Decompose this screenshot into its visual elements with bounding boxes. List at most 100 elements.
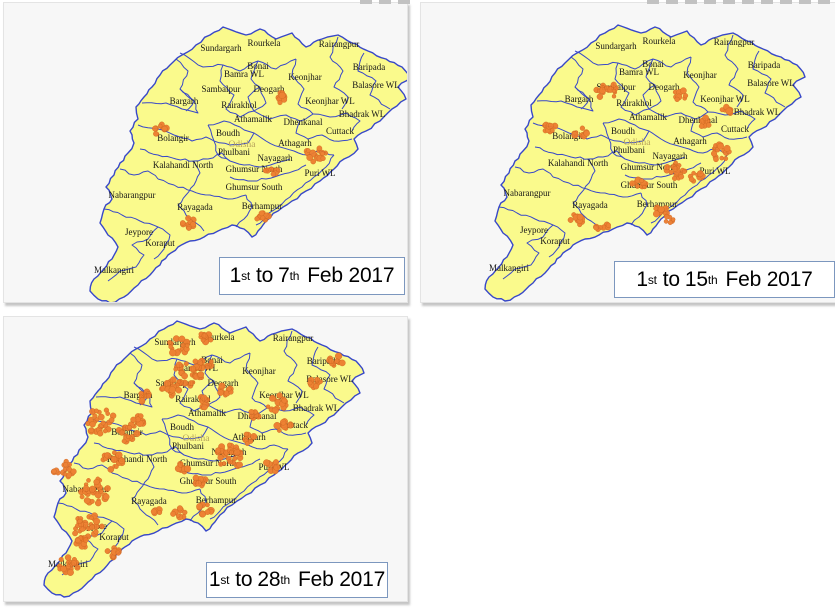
fire-point [576,213,584,221]
fire-point [108,417,115,423]
district-boundary [602,118,650,144]
fire-point [82,485,90,492]
fire-point [66,568,74,576]
fire-point [190,221,197,228]
district-label: Boudh [216,128,241,138]
district-boundary [235,194,253,228]
fire-cluster [248,409,262,421]
fire-cluster [593,81,619,100]
district-label: Boudh [170,422,195,432]
district-label: Kalahandi North [153,160,214,170]
fire-point [204,509,211,515]
fire-point [169,349,177,357]
district-label: Bolangir [157,133,189,143]
district-label: Bamra WL [619,67,659,77]
fire-point [723,144,731,152]
map-panel-week1[interactable]: Sundargarh Rourkela Rairangpur Bonai Bamra W… [3,2,408,303]
fire-cluster [629,176,649,190]
district-label: Nayagarh [653,151,688,161]
district-boundary [73,462,113,474]
fire-point [89,524,96,531]
fire-point [107,466,115,473]
district-label: Kalahandi North [548,158,609,168]
district-label: Puri WL [699,166,730,176]
district-boundary [57,502,125,554]
fire-point [248,409,255,415]
district-label: Nabarangpur [504,188,551,198]
fire-point [691,170,696,176]
district-label: Nabarangpur [109,190,156,200]
fire-point [611,94,617,99]
fire-cluster [73,534,89,550]
fire-point [172,335,180,342]
district-boundary [357,52,391,110]
fire-point [215,447,222,454]
fire-cluster [196,357,215,372]
district-label: Jeypore [125,227,153,237]
fire-point [278,91,286,99]
district-label: Bhadrak WL [293,403,340,413]
map-panel-fortnight[interactable]: Sundargarh Rourkela Rairangpur Bonai Bamra W… [420,2,835,303]
district-label: Rayagada [572,200,607,210]
fire-point [702,114,709,122]
fire-cluster [174,460,192,475]
fire-point [130,416,137,423]
district-label: Ghumsur North [621,162,678,172]
district-boundary [707,110,756,130]
fire-point [70,468,77,475]
fire-point [70,560,77,567]
fire-point [205,502,210,508]
fire-point [105,411,110,416]
fire-point [672,165,679,172]
fire-point [307,380,313,386]
fire-point [262,167,269,174]
fire-point [316,145,323,152]
fire-point [110,456,118,464]
fire-point [65,563,71,570]
district-boundary [630,192,648,226]
fire-cluster [326,352,346,368]
fire-point [723,156,729,162]
fire-point [232,455,238,461]
fire-cluster [711,141,732,163]
district-label: Baripada [353,62,385,72]
fire-point [89,420,96,428]
fire-point [102,428,108,434]
caption-day-to: 7 [278,264,290,287]
district-label: Keonjhar [288,72,322,82]
district-boundary [103,208,171,260]
district-boundary [329,36,349,110]
fire-point [179,220,186,226]
fire-point [176,505,183,512]
fire-point [63,462,69,468]
fire-point [221,461,227,466]
fire-cluster [78,476,111,507]
fire-point [115,451,123,459]
district-boundary [183,458,261,476]
fire-point [62,471,68,477]
fire-point [185,215,192,222]
fire-point [334,358,340,364]
district-label: Athagarh [278,138,312,148]
fire-point [184,465,192,473]
district-label: Bonai [642,59,664,69]
fire-point [104,485,111,492]
fire-cluster [672,87,689,103]
fire-cluster [130,413,147,427]
fire-point [125,434,131,440]
district-label: Phulbani [218,147,251,157]
fire-cluster [307,376,323,391]
district-boundary [229,164,307,182]
district-label: Rayagada [131,496,166,506]
caption-month-year: Feb 2017 [725,267,813,291]
district-label: Rourkela [643,36,676,46]
fire-point [605,222,612,228]
fire-cluster [262,166,281,177]
fire-cluster [663,160,688,182]
fire-cluster [242,431,258,446]
district-boundary [608,138,686,166]
fire-point [313,383,320,390]
fire-cluster [138,388,152,405]
